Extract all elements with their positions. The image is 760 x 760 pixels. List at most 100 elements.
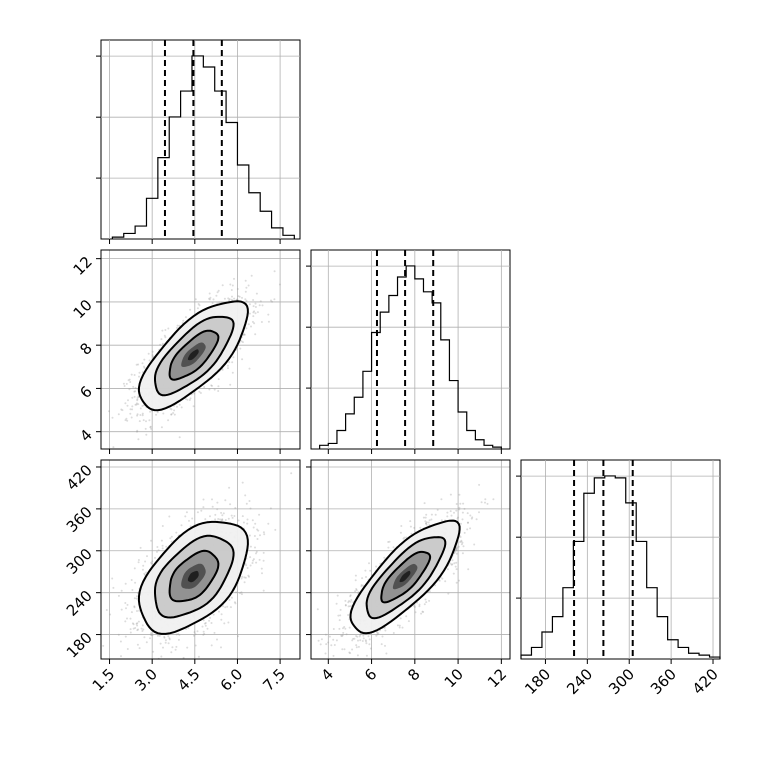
sample-point [117, 413, 120, 416]
sample-point [341, 635, 344, 638]
sample-point [129, 381, 132, 383]
sample-point [138, 371, 141, 374]
sample-point [233, 515, 236, 517]
sample-point [454, 550, 457, 553]
sample-point [229, 383, 232, 386]
sample-point [175, 531, 178, 534]
sample-point [136, 399, 139, 402]
sample-point [334, 667, 336, 669]
sample-point [128, 378, 131, 381]
sample-point [164, 641, 167, 644]
sample-point [141, 630, 144, 632]
sample-point [149, 425, 152, 428]
sample-point [278, 283, 281, 286]
sample-point [208, 388, 211, 391]
sample-point [161, 544, 164, 547]
y-tick-label: 4 [76, 426, 95, 445]
sample-point [140, 627, 143, 630]
sample-point [252, 315, 255, 318]
sample-point [208, 297, 210, 300]
y-tick-label: 240 [63, 587, 96, 620]
sample-point [222, 512, 225, 515]
sample-point [211, 505, 214, 508]
sample-point [458, 579, 460, 582]
sample-point [244, 279, 247, 282]
sample-point [384, 629, 387, 632]
sample-point [356, 654, 359, 657]
sample-point [413, 526, 416, 529]
sample-point [362, 634, 365, 637]
sample-point [252, 311, 255, 314]
sample-point [388, 540, 391, 543]
sample-point [347, 605, 350, 608]
sample-point [138, 647, 141, 650]
sample-point [247, 323, 250, 326]
sample-point [131, 622, 134, 625]
sample-point [169, 537, 172, 540]
sample-point [188, 399, 191, 401]
sample-point [182, 656, 185, 659]
sample-point [237, 519, 240, 522]
sample-point [219, 518, 221, 521]
sample-point [202, 506, 205, 509]
sample-point [193, 631, 196, 634]
sample-point [348, 626, 351, 629]
sample-point [184, 316, 187, 319]
sample-point [134, 386, 137, 389]
sample-point [455, 503, 458, 505]
sample-point [167, 419, 170, 422]
sample-point [135, 402, 138, 405]
sample-point [193, 634, 195, 637]
x-tick-label: 6.0 [217, 665, 247, 695]
sample-point [160, 655, 163, 658]
sample-point [133, 390, 136, 393]
sample-point [141, 624, 144, 627]
sample-point [267, 320, 270, 323]
sample-point [194, 298, 197, 301]
sample-point [124, 582, 127, 585]
sample-point [150, 561, 153, 564]
sample-point [418, 603, 421, 606]
sample-point [231, 284, 234, 287]
sample-point [216, 638, 218, 641]
sample-point [369, 569, 372, 572]
sample-point [170, 540, 173, 543]
sample-point [459, 541, 462, 543]
sample-point [132, 385, 135, 388]
sample-point [251, 519, 254, 522]
panel-plot-area [101, 460, 300, 659]
sample-point [241, 575, 244, 578]
sample-point [177, 633, 180, 635]
sample-point [216, 501, 219, 504]
sample-point [376, 633, 379, 636]
sample-point [249, 564, 252, 567]
sample-point [320, 638, 323, 641]
panel-frame [310, 249, 511, 450]
sample-point [214, 513, 217, 516]
sample-point [149, 410, 152, 413]
sample-point [143, 365, 145, 368]
sample-point [117, 594, 120, 597]
sample-point [353, 637, 356, 640]
sample-point [254, 302, 257, 305]
sample-point [149, 637, 151, 640]
sample-point [246, 522, 249, 525]
sample-point [194, 644, 197, 647]
sample-point [434, 513, 437, 516]
sample-point [369, 647, 372, 650]
sample-point [244, 290, 247, 293]
sample-point [176, 324, 179, 327]
sample-point [194, 633, 197, 636]
sample-point [230, 596, 233, 599]
sample-point [237, 257, 239, 260]
sample-point [130, 579, 133, 581]
sample-point [151, 354, 154, 357]
sample-point [216, 291, 219, 294]
sample-point [167, 327, 170, 330]
sample-point [241, 341, 244, 344]
sample-point [473, 543, 476, 546]
sample-point [217, 385, 220, 388]
sample-point [138, 609, 141, 612]
sample-point [172, 412, 175, 414]
sample-point [164, 639, 167, 642]
